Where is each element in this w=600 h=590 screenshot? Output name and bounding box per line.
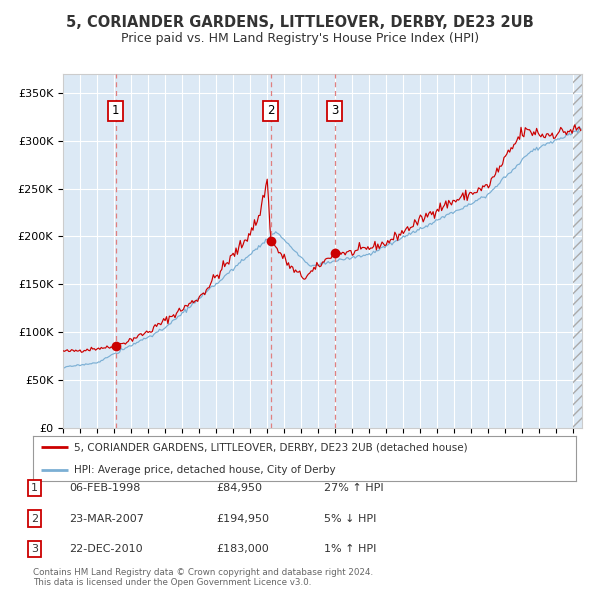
Text: £84,950: £84,950 — [216, 483, 262, 493]
Text: 5, CORIANDER GARDENS, LITTLEOVER, DERBY, DE23 2UB: 5, CORIANDER GARDENS, LITTLEOVER, DERBY,… — [66, 15, 534, 30]
Text: 3: 3 — [31, 545, 38, 554]
Text: 1: 1 — [31, 483, 38, 493]
Text: Price paid vs. HM Land Registry's House Price Index (HPI): Price paid vs. HM Land Registry's House … — [121, 32, 479, 45]
Text: 5, CORIANDER GARDENS, LITTLEOVER, DERBY, DE23 2UB (detached house): 5, CORIANDER GARDENS, LITTLEOVER, DERBY,… — [74, 442, 467, 452]
Text: 5% ↓ HPI: 5% ↓ HPI — [324, 514, 376, 523]
Text: 3: 3 — [331, 104, 338, 117]
Text: 1: 1 — [112, 104, 119, 117]
Text: 2: 2 — [267, 104, 275, 117]
Text: Contains HM Land Registry data © Crown copyright and database right 2024.
This d: Contains HM Land Registry data © Crown c… — [33, 568, 373, 587]
Text: 27% ↑ HPI: 27% ↑ HPI — [324, 483, 383, 493]
Text: 2: 2 — [31, 514, 38, 523]
Text: HPI: Average price, detached house, City of Derby: HPI: Average price, detached house, City… — [74, 465, 335, 474]
Text: £183,000: £183,000 — [216, 545, 269, 554]
Text: 06-FEB-1998: 06-FEB-1998 — [69, 483, 140, 493]
Text: £194,950: £194,950 — [216, 514, 269, 523]
Text: 23-MAR-2007: 23-MAR-2007 — [69, 514, 144, 523]
Bar — [574, 74, 582, 428]
Text: 1% ↑ HPI: 1% ↑ HPI — [324, 545, 376, 554]
Text: 22-DEC-2010: 22-DEC-2010 — [69, 545, 143, 554]
